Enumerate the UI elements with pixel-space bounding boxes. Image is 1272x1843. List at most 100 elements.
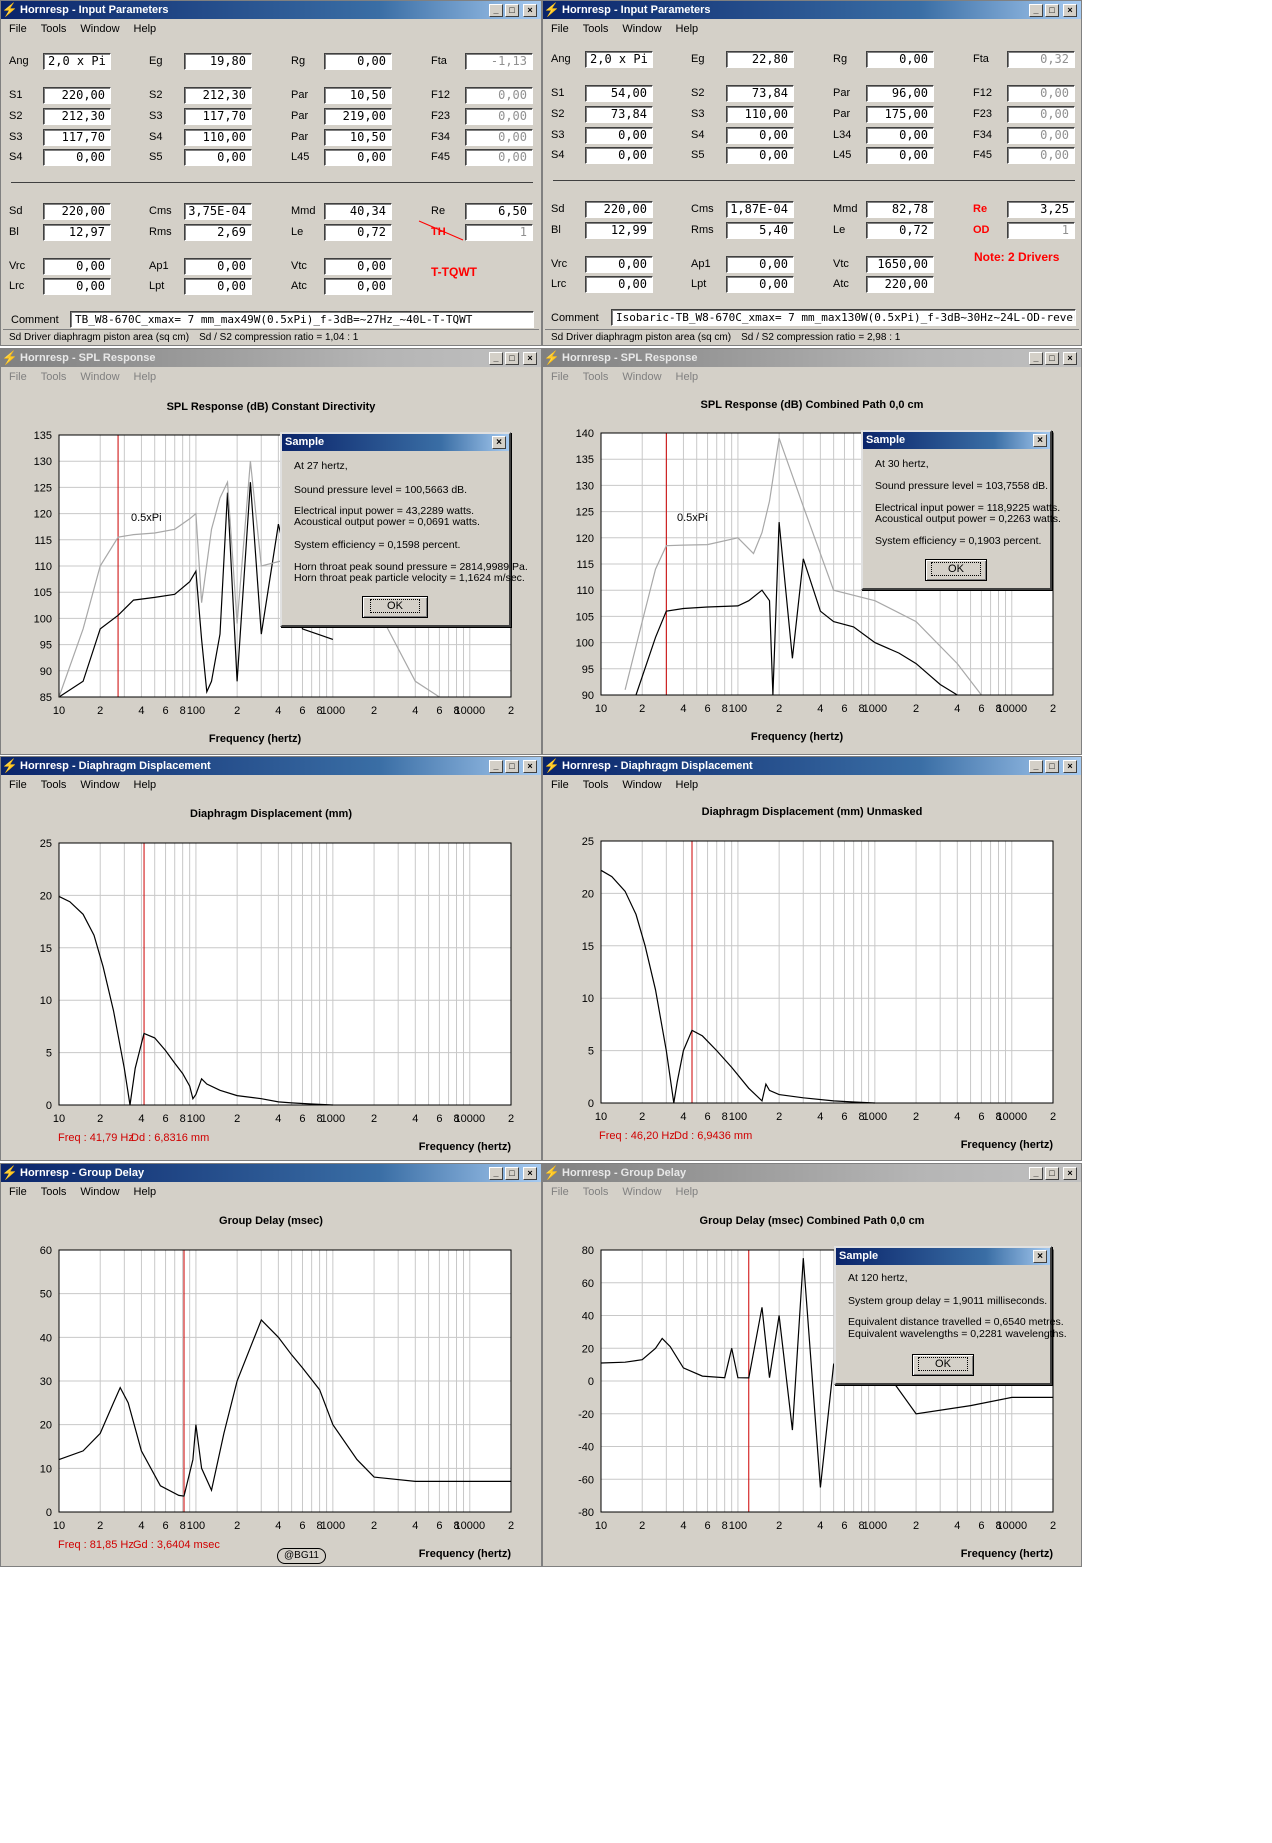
menu-tools[interactable]: Tools: [582, 778, 609, 791]
param-field-8-1[interactable]: 0,00: [184, 278, 252, 295]
menu-help[interactable]: Help: [133, 22, 157, 35]
param-field-8-0[interactable]: 0,00: [585, 276, 653, 293]
menu-help[interactable]: Help: [675, 778, 699, 791]
param-field-4-2[interactable]: 0,00: [866, 147, 934, 164]
maximize-button[interactable]: □: [505, 1166, 519, 1180]
param-field-0-1[interactable]: 22,80: [726, 51, 794, 68]
param-field-6-1[interactable]: 5,40: [726, 222, 794, 239]
param-field-5-0[interactable]: 220,00: [585, 201, 653, 218]
menu-window[interactable]: Window: [622, 778, 662, 791]
param-field-2-0[interactable]: 73,84: [585, 106, 653, 123]
param-field-8-1[interactable]: 0,00: [726, 276, 794, 293]
minimize-button[interactable]: _: [489, 1166, 503, 1180]
menu-window[interactable]: Window: [80, 1185, 120, 1198]
maximize-button[interactable]: □: [1045, 1166, 1059, 1180]
param-field-2-1[interactable]: 110,00: [726, 106, 794, 123]
param-field-7-2[interactable]: 0,00: [324, 258, 392, 275]
param-field-0-3[interactable]: -1,13: [465, 53, 533, 70]
minimize-button[interactable]: _: [1029, 1166, 1043, 1180]
param-field-3-3[interactable]: 0,00: [1007, 127, 1075, 144]
param-field-1-3[interactable]: 0,00: [465, 87, 533, 104]
param-field-7-2[interactable]: 1650,00: [866, 256, 934, 273]
menu-file[interactable]: File: [9, 370, 27, 383]
param-field-0-2[interactable]: 0,00: [866, 51, 934, 68]
param-field-1-3[interactable]: 0,00: [1007, 85, 1075, 102]
minimize-button[interactable]: _: [1029, 3, 1043, 17]
menu-window[interactable]: Window: [80, 370, 120, 383]
ok-button[interactable]: OK: [362, 596, 428, 618]
param-field-3-0[interactable]: 117,70: [43, 129, 111, 146]
param-field-0-0[interactable]: 2,0 x Pi: [43, 53, 111, 70]
menu-tools[interactable]: Tools: [582, 22, 609, 35]
param-field-4-0[interactable]: 0,00: [585, 147, 653, 164]
minimize-button[interactable]: _: [489, 759, 503, 773]
minimize-button[interactable]: _: [489, 3, 503, 17]
param-field-2-2[interactable]: 175,00: [866, 106, 934, 123]
param-field-0-2[interactable]: 0,00: [324, 53, 392, 70]
param-field-1-1[interactable]: 73,84: [726, 85, 794, 102]
param-field-6-1[interactable]: 2,69: [184, 224, 252, 241]
param-field-1-0[interactable]: 54,00: [585, 85, 653, 102]
param-field-1-2[interactable]: 10,50: [324, 87, 392, 104]
param-field-7-1[interactable]: 0,00: [184, 258, 252, 275]
comment-field[interactable]: Isobaric-TB_W8-670C_xmax= 7 mm_max130W(0…: [611, 309, 1076, 326]
param-field-6-2[interactable]: 0,72: [324, 224, 392, 241]
ok-button[interactable]: OK: [925, 559, 987, 581]
param-field-2-3[interactable]: 0,00: [465, 108, 533, 125]
param-field-4-3[interactable]: 0,00: [465, 149, 533, 166]
menu-tools[interactable]: Tools: [40, 1185, 67, 1198]
menu-tools[interactable]: Tools: [582, 1185, 609, 1198]
param-field-3-3[interactable]: 0,00: [465, 129, 533, 146]
param-field-0-0[interactable]: 2,0 x Pi: [585, 51, 653, 68]
dialog-close-button[interactable]: ×: [1033, 1250, 1047, 1263]
param-field-4-3[interactable]: 0,00: [1007, 147, 1075, 164]
menu-tools[interactable]: Tools: [40, 778, 67, 791]
close-button[interactable]: ×: [1063, 3, 1077, 17]
param-field-6-0[interactable]: 12,97: [43, 224, 111, 241]
close-button[interactable]: ×: [523, 759, 537, 773]
menu-file[interactable]: File: [551, 778, 569, 791]
comment-field[interactable]: TB_W8-670C_xmax= 7 mm_max49W(0.5xPi)_f-3…: [70, 311, 534, 328]
param-field-3-0[interactable]: 0,00: [585, 127, 653, 144]
minimize-button[interactable]: _: [1029, 759, 1043, 773]
menu-help[interactable]: Help: [133, 370, 157, 383]
param-field-5-3[interactable]: 6,50: [465, 203, 533, 220]
close-button[interactable]: ×: [1063, 351, 1077, 365]
param-field-3-1[interactable]: 110,00: [184, 129, 252, 146]
param-field-8-2[interactable]: 220,00: [866, 276, 934, 293]
dialog-close-button[interactable]: ×: [492, 436, 506, 449]
maximize-button[interactable]: □: [1045, 3, 1059, 17]
param-field-3-2[interactable]: 0,00: [866, 127, 934, 144]
menu-file[interactable]: File: [551, 22, 569, 35]
menu-help[interactable]: Help: [675, 370, 699, 383]
param-field-2-3[interactable]: 0,00: [1007, 106, 1075, 123]
param-field-7-0[interactable]: 0,00: [585, 256, 653, 273]
param-field-3-2[interactable]: 10,50: [324, 129, 392, 146]
param-field-6-3[interactable]: 1: [1007, 222, 1075, 239]
menu-file[interactable]: File: [551, 370, 569, 383]
param-field-2-2[interactable]: 219,00: [324, 108, 392, 125]
param-field-1-0[interactable]: 220,00: [43, 87, 111, 104]
param-field-1-1[interactable]: 212,30: [184, 87, 252, 104]
param-field-5-1[interactable]: 1,87E-04: [726, 201, 794, 218]
param-field-5-2[interactable]: 40,34: [324, 203, 392, 220]
param-field-2-1[interactable]: 117,70: [184, 108, 252, 125]
ok-button[interactable]: OK: [912, 1354, 974, 1376]
menu-help[interactable]: Help: [133, 778, 157, 791]
param-field-0-1[interactable]: 19,80: [184, 53, 252, 70]
maximize-button[interactable]: □: [1045, 759, 1059, 773]
param-field-2-0[interactable]: 212,30: [43, 108, 111, 125]
param-field-7-1[interactable]: 0,00: [726, 256, 794, 273]
maximize-button[interactable]: □: [1045, 351, 1059, 365]
menu-tools[interactable]: Tools: [40, 22, 67, 35]
param-field-5-1[interactable]: 3,75E-04: [184, 203, 252, 220]
menu-help[interactable]: Help: [133, 1185, 157, 1198]
menu-window[interactable]: Window: [622, 22, 662, 35]
param-field-0-3[interactable]: 0,32: [1007, 51, 1075, 68]
maximize-button[interactable]: □: [505, 351, 519, 365]
param-field-5-3[interactable]: 3,25: [1007, 201, 1075, 218]
